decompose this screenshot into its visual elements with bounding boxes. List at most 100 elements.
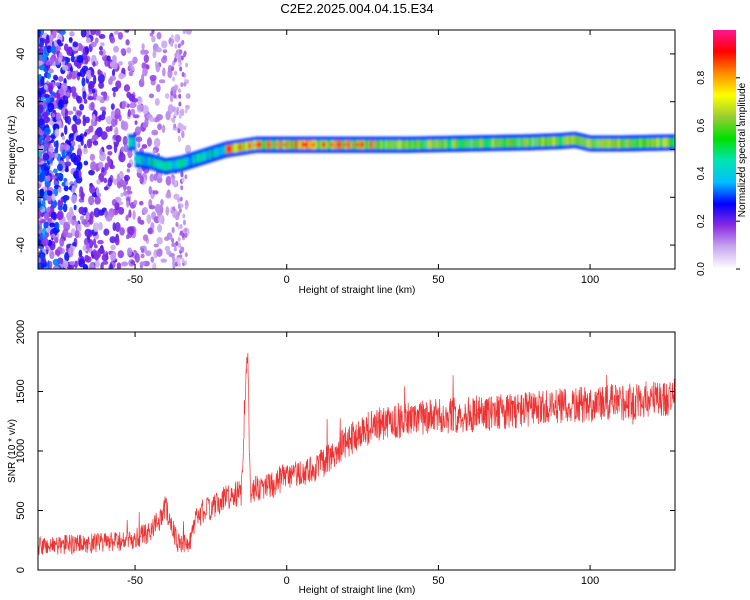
heatmap-cell: [443, 139, 446, 149]
heatmap-cell: [50, 134, 57, 139]
heatmap-cell: [128, 209, 132, 218]
heatmap-cell: [136, 167, 143, 174]
heatmap-cell: [190, 155, 194, 165]
heatmap-cell: [656, 138, 659, 148]
heatmap-cell: [284, 140, 288, 150]
heatmap-cell: [350, 140, 353, 150]
heatmap-cell: [556, 136, 560, 146]
heatmap-cell: [65, 155, 70, 162]
heatmap-cell: [96, 179, 101, 185]
heatmap-cell: [64, 161, 72, 167]
heatmap-cell: [38, 118, 45, 126]
heatmap-cell: [209, 149, 213, 159]
heatmap-cell: [521, 137, 524, 147]
heatmap-cell: [355, 142, 359, 147]
heatmap-cell: [89, 184, 96, 194]
heatmap-cell: [282, 140, 285, 150]
heatmap-cell: [50, 233, 56, 239]
heatmap-cell: [119, 227, 125, 236]
heatmap-cell: [555, 136, 558, 146]
heatmap-cell: [141, 43, 145, 50]
heatmap-cell: [62, 203, 68, 213]
heatmap-cell: [81, 77, 86, 87]
heatmap-cell: [466, 139, 469, 149]
heatmap-cell: [80, 191, 85, 201]
heatmap-cell: [172, 263, 176, 269]
heatmap-cell: [613, 139, 617, 149]
heatmap-cell: [178, 208, 182, 214]
heatmap-cell: [668, 137, 671, 147]
heatmap-cell: [75, 135, 83, 142]
heatmap-cell: [98, 81, 105, 89]
heatmap-cell: [254, 140, 258, 150]
heatmap-cell: [50, 45, 57, 54]
heatmap-cell: [447, 139, 450, 149]
y-tick-label: 500: [15, 501, 27, 519]
heatmap-cell: [454, 139, 457, 149]
heatmap-cell: [264, 140, 267, 150]
heatmap-cell: [61, 181, 67, 187]
heatmap-cell: [216, 147, 220, 157]
heatmap-cell: [164, 161, 168, 171]
heatmap-cell: [180, 172, 184, 178]
heatmap-cell: [172, 106, 176, 112]
heatmap-cell: [526, 137, 529, 147]
heatmap-cell: [208, 150, 211, 160]
heatmap-cell: [603, 139, 606, 149]
heatmap-cell: [259, 142, 262, 147]
heatmap-cell: [121, 261, 129, 267]
heatmap-cell: [107, 177, 113, 187]
heatmap-cell: [173, 246, 177, 252]
heatmap-cell: [170, 90, 174, 96]
heatmap-cell: [646, 138, 650, 148]
heatmap-cell: [63, 194, 67, 204]
heatmap-cell: [305, 142, 308, 147]
heatmap-cell: [181, 177, 185, 183]
heatmap-cell: [233, 143, 236, 153]
heatmap-cell: [245, 141, 248, 151]
heatmap-cell: [219, 146, 222, 156]
heatmap-cell: [95, 95, 102, 101]
colorbar-ticks: 0.0 0.2 0.4 0.6 0.8: [696, 70, 740, 276]
heatmap-cell: [634, 138, 637, 148]
heatmap-cell: [112, 251, 116, 262]
heatmap-cell: [64, 108, 69, 118]
heatmap-cell: [111, 60, 118, 70]
heatmap-cell: [165, 175, 172, 186]
heatmap-cell: [439, 139, 442, 149]
heatmap-cell: [398, 140, 401, 150]
heatmap-cell: [328, 140, 332, 150]
heatmap-cell: [541, 137, 544, 147]
heatmap-cell: [421, 139, 424, 149]
heatmap-cell: [64, 125, 68, 135]
heatmap-cell: [76, 161, 83, 171]
heatmap-cell: [72, 106, 77, 112]
heatmap-cell: [128, 137, 131, 147]
heatmap-cell: [401, 140, 404, 150]
heatmap-cell: [182, 220, 186, 226]
heatmap-cell: [55, 112, 62, 122]
heatmap-cell: [151, 157, 154, 167]
heatmap-cell: [153, 158, 157, 168]
heatmap-cell: [43, 38, 50, 44]
heatmap-cell: [48, 68, 54, 74]
heatmap-cell: [130, 137, 134, 147]
heatmap-cell: [462, 139, 465, 149]
heatmap-cell: [604, 139, 607, 149]
heatmap-cell: [619, 139, 622, 149]
heatmap-cell: [463, 139, 467, 149]
heatmap-cell: [171, 160, 175, 170]
heatmap-cell: [46, 72, 52, 79]
heatmap-cell: [597, 139, 600, 149]
heatmap-cell: [179, 49, 183, 55]
heatmap-cell: [61, 135, 66, 141]
heatmap-cell: [660, 138, 663, 148]
heatmap-cell: [162, 67, 166, 77]
heatmap-cell: [496, 138, 499, 148]
heatmap-cell: [642, 138, 646, 148]
heatmap-cell: [59, 237, 65, 247]
heatmap-cell: [177, 224, 181, 230]
heatmap-cell: [151, 129, 159, 136]
y-tick-label: -20: [15, 189, 27, 205]
heatmap-cell: [103, 177, 108, 184]
